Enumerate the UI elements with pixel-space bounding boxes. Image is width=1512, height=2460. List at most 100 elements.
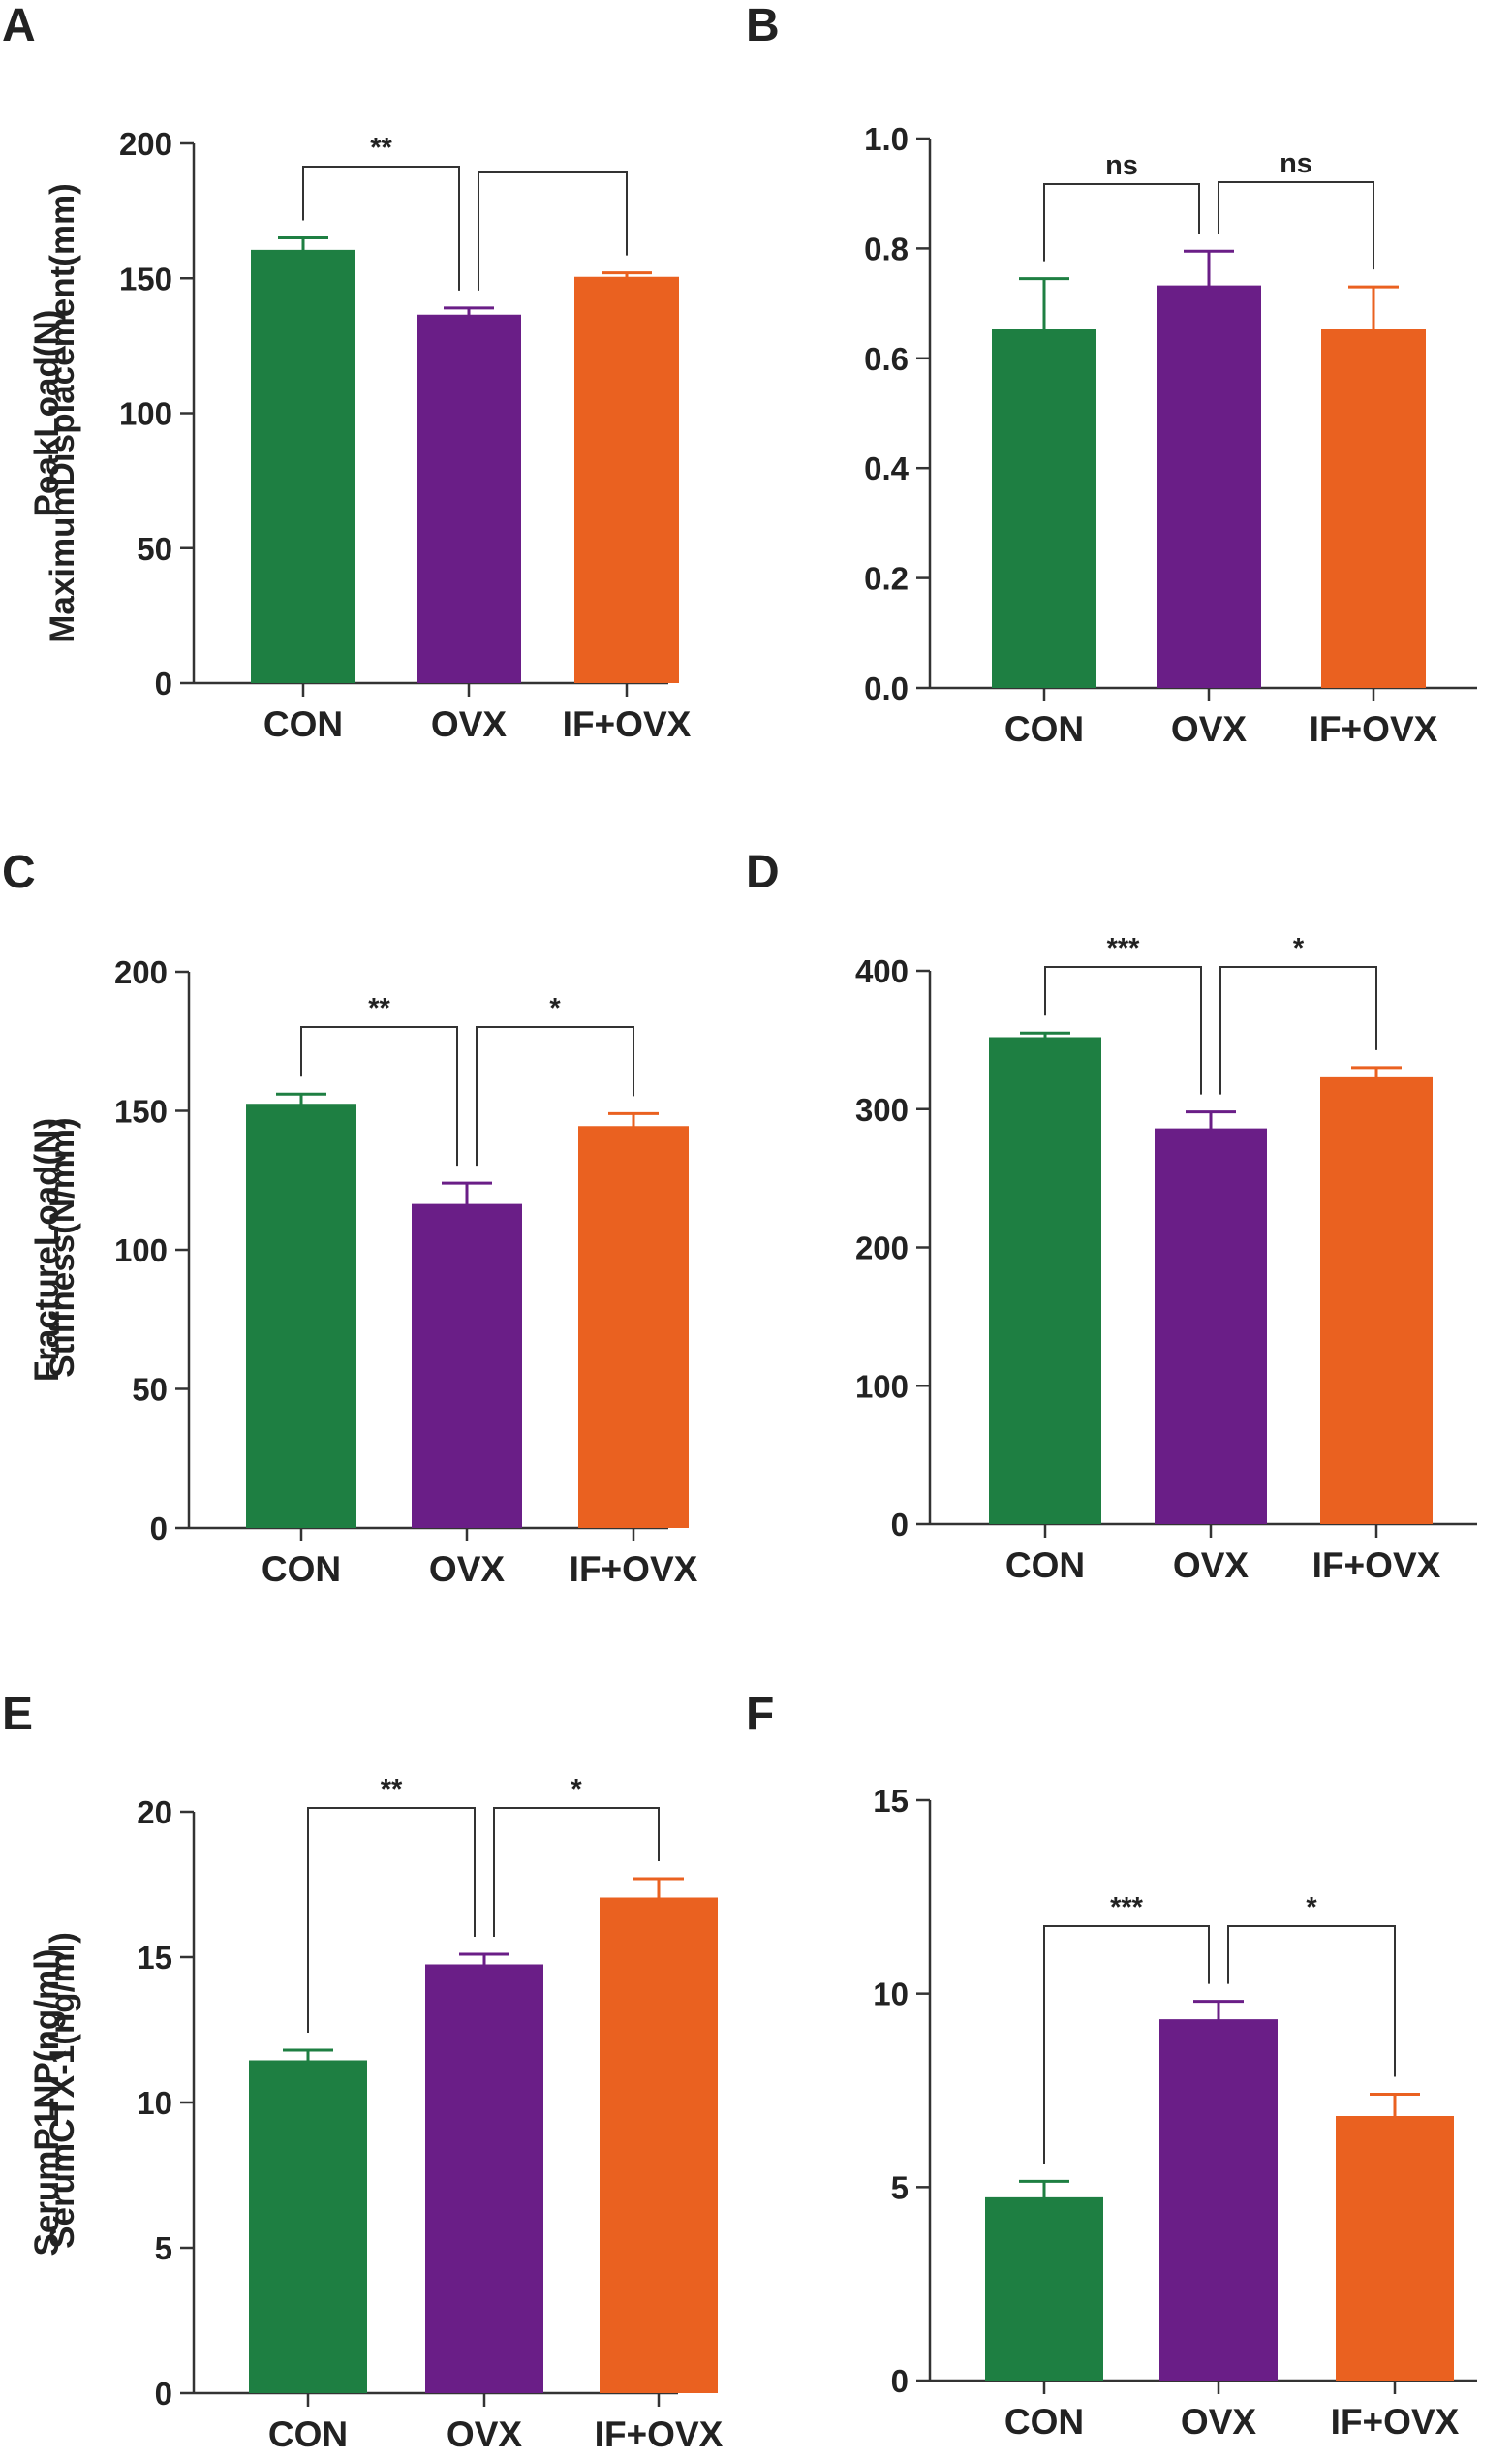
significance-label: *** — [1107, 933, 1141, 964]
significance-bracket — [1043, 1925, 1210, 2164]
y-tick-label: 50 — [137, 531, 172, 567]
panel-a: A 0 50 100 150 200 PeakLoad(N) CON OVX IF+OVX ** — [2, 0, 692, 744]
panel-c: C 0 50 100 150 200 FractureLoad(N) CON OVX IF+OVX… — [2, 847, 698, 1589]
significance-label: * — [1293, 933, 1305, 964]
x-tick-label: OVX — [1181, 2402, 1256, 2442]
bar-if-ovx — [1320, 1078, 1433, 1524]
y-tick-label: 200 — [114, 954, 168, 990]
y-tick-label: 15 — [873, 1783, 909, 1819]
y-tick-label: 0.6 — [864, 341, 909, 377]
y-tick-label: 400 — [855, 953, 909, 989]
x-tick-label: CON — [1005, 1545, 1085, 1585]
y-tick-label: 150 — [114, 1094, 168, 1130]
y-tick-label: 0.4 — [864, 451, 910, 486]
significance-bracket — [478, 171, 628, 291]
y-tick-label: 10 — [137, 2085, 172, 2121]
bar-ovx — [1155, 1130, 1267, 1524]
x-tick-label: OVX — [429, 1549, 505, 1589]
x-tick-label: CON — [262, 1549, 341, 1589]
bar-con — [249, 2062, 367, 2393]
significance-label: ns — [1105, 150, 1138, 181]
significance-bracket — [1227, 1925, 1396, 2077]
significance-label: * — [549, 993, 561, 1024]
y-tick-label: 0 — [150, 1510, 168, 1546]
bar-if-ovx — [1321, 330, 1426, 688]
bar-ovx — [1159, 2020, 1278, 2381]
significance-label: ** — [368, 993, 390, 1024]
y-tick-label: 5 — [891, 2169, 909, 2205]
y-tick-label: 0.8 — [864, 231, 909, 266]
significance-label: *** — [1110, 1892, 1144, 1923]
significance-bracket — [493, 1807, 660, 1937]
bar-ovx — [1157, 287, 1261, 688]
x-tick-label: OVX — [431, 704, 507, 744]
significance-bracket — [302, 166, 460, 291]
x-tick-label: IF+OVX — [1310, 709, 1438, 749]
bar-con — [992, 330, 1096, 688]
bar-if-ovx — [1336, 2117, 1454, 2381]
y-tick-label: 100 — [855, 1368, 909, 1404]
y-tick-label: 300 — [855, 1092, 909, 1128]
y-tick-label: 5 — [155, 2230, 172, 2266]
panel-d: D 0 100 200 300 400 Stiffness(N/mm) CON OVX IF+OV… — [44, 847, 1477, 1585]
panel-letter: C — [2, 847, 36, 898]
significance-bracket — [1219, 966, 1377, 1095]
significance-label: ** — [381, 1774, 403, 1805]
y-tick-label: 0.2 — [864, 561, 909, 597]
x-tick-label: IF+OVX — [1331, 2402, 1460, 2442]
x-tick-label: CON — [268, 2414, 348, 2454]
y-tick-label: 150 — [119, 261, 172, 296]
y-tick-label: 20 — [137, 1794, 172, 1830]
y-axis-title: MaximumDisplacement(mm) — [44, 183, 81, 643]
bar-ovx — [412, 1205, 522, 1528]
panel-letter: E — [2, 1689, 33, 1740]
x-tick-label: IF+OVX — [1312, 1545, 1441, 1585]
significance-bracket — [307, 1807, 476, 2033]
y-axis-title: SerumP1NP(ng/ml) — [28, 1949, 66, 2257]
bar-if-ovx — [578, 1127, 689, 1528]
y-axis-title: PeakLoad(N) — [28, 310, 66, 517]
x-tick-label: IF+OVX — [570, 1549, 698, 1589]
x-tick-label: IF+OVX — [595, 2414, 724, 2454]
y-tick-label: 200 — [119, 126, 172, 162]
panel-letter: A — [2, 0, 36, 51]
bar-con — [246, 1105, 356, 1528]
y-tick-label: 10 — [873, 1977, 909, 2012]
bar-ovx — [425, 1966, 543, 2393]
x-tick-label: OVX — [447, 2414, 522, 2454]
y-tick-label: 15 — [137, 1940, 172, 1976]
x-tick-label: CON — [263, 704, 343, 744]
y-tick-label: 0 — [155, 666, 172, 701]
bar-con — [251, 251, 355, 683]
y-axis-title: Stiffness(N/mm) — [44, 1117, 81, 1377]
significance-bracket — [476, 1026, 634, 1167]
y-tick-label: 100 — [119, 396, 172, 432]
y-axis-title: SerumCTX-1(ng/ml) — [44, 1932, 81, 2249]
significance-bracket — [300, 1026, 458, 1167]
x-tick-label: CON — [1004, 709, 1084, 749]
bar-con — [989, 1038, 1101, 1524]
significance-label: * — [571, 1774, 582, 1805]
y-axis-title: FractureLoad(N) — [28, 1118, 66, 1382]
y-tick-label: 200 — [855, 1230, 909, 1266]
bar-con — [985, 2198, 1103, 2381]
significance-label: ** — [370, 133, 392, 164]
panel-b: B 0.0 0.2 0.4 0.6 0.8 1.0 MaximumDisplacement(m… — [44, 0, 1477, 749]
y-tick-label: 100 — [114, 1232, 168, 1268]
significance-bracket — [1044, 966, 1202, 1095]
panel-letter: B — [746, 0, 780, 51]
bar-if-ovx — [574, 278, 679, 683]
y-tick-label: 50 — [132, 1372, 168, 1408]
y-tick-label: 1.0 — [864, 121, 909, 157]
y-tick-label: 0.0 — [864, 670, 909, 706]
bar-if-ovx — [600, 1899, 718, 2393]
x-tick-label: OVX — [1171, 709, 1247, 749]
bar-ovx — [417, 316, 521, 683]
y-tick-label: 0 — [891, 2363, 909, 2399]
panel-letter: F — [746, 1689, 774, 1740]
x-tick-label: OVX — [1173, 1545, 1249, 1585]
significance-bracket — [1043, 183, 1200, 262]
